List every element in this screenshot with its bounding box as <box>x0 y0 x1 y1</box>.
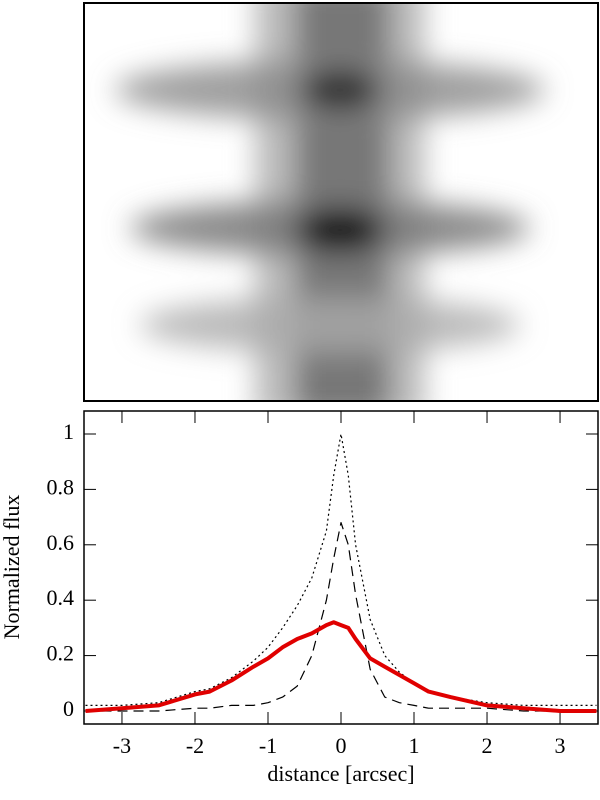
line-series <box>85 620 597 713</box>
y-tick-label: 0.8 <box>47 474 75 499</box>
y-tick-label: 0.2 <box>47 641 75 666</box>
y-tick-label: 1 <box>63 419 74 444</box>
line-series <box>85 433 597 706</box>
x-tick-label: 3 <box>555 733 566 758</box>
x-tick-label: 0 <box>336 733 347 758</box>
x-axis-label: distance [arcsec] <box>267 761 414 786</box>
x-tick-label: -1 <box>259 733 277 758</box>
x-tick-label: -2 <box>186 733 204 758</box>
image-frame <box>83 2 599 402</box>
y-tick-label: 0 <box>63 696 74 721</box>
x-tick-label: 2 <box>482 733 493 758</box>
spectrum-image <box>84 3 598 401</box>
x-tick-label: 1 <box>409 733 420 758</box>
line-series <box>85 522 597 712</box>
y-axis-label: Normalized flux <box>0 495 24 640</box>
y-tick-label: 0.4 <box>47 585 75 610</box>
plot-frame <box>83 410 599 725</box>
x-tick-label: -3 <box>113 733 131 758</box>
y-tick-label: 0.6 <box>47 530 75 555</box>
